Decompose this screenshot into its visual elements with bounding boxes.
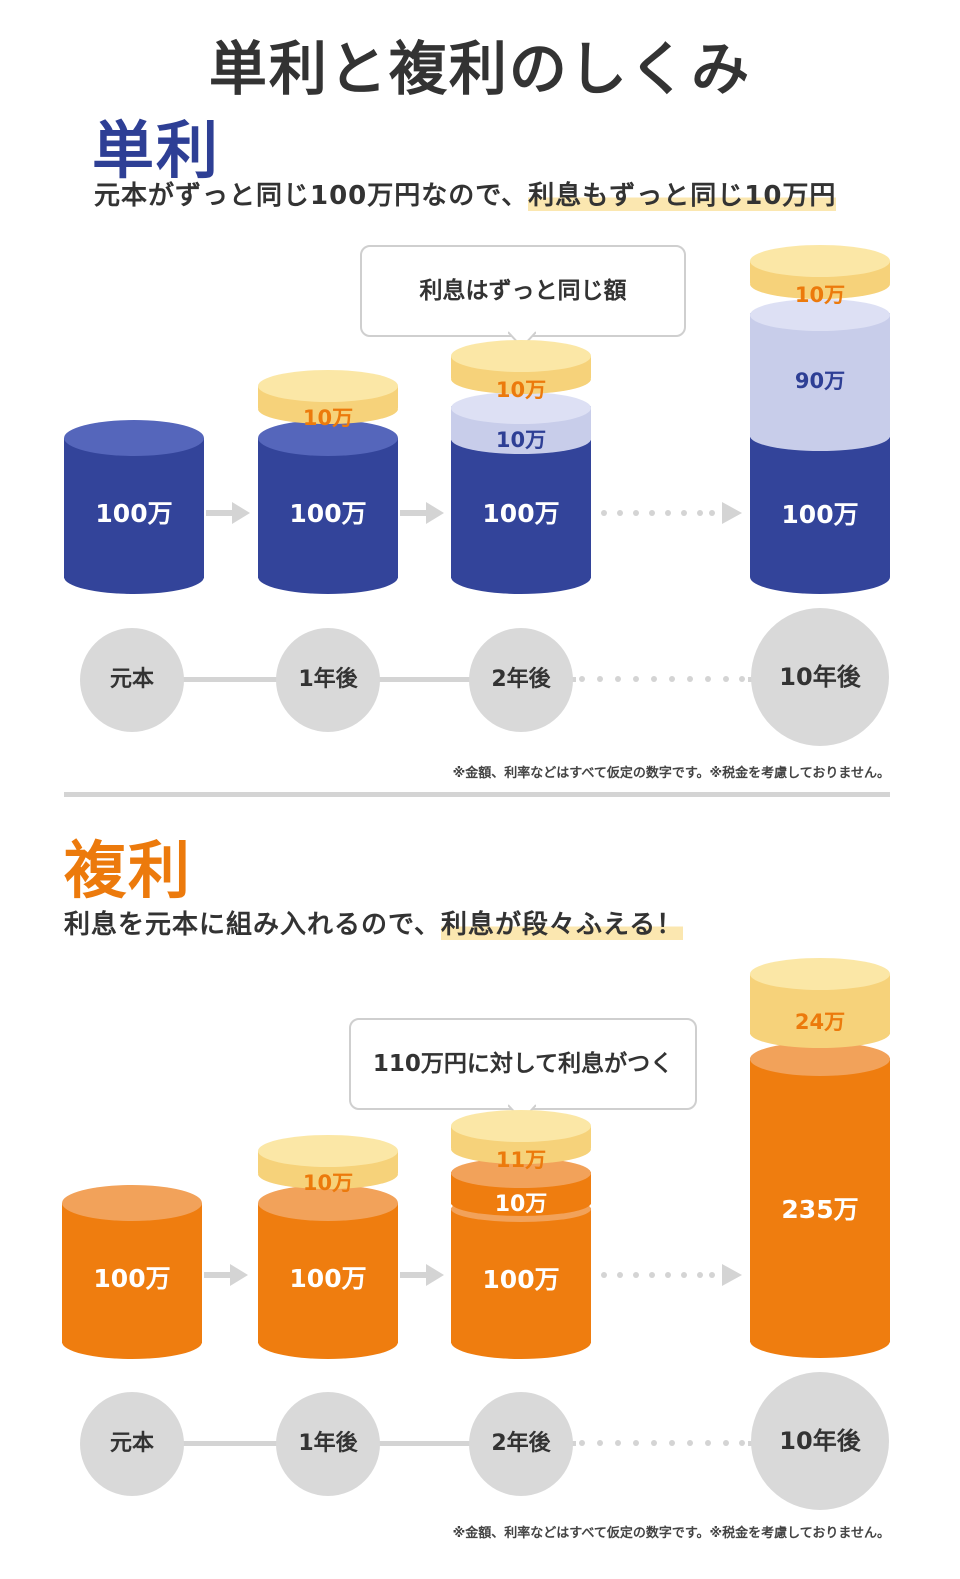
arrow-right-icon: [204, 1264, 248, 1286]
arrow-right-icon: [206, 502, 250, 524]
compound-disclaimer: ※金額、利率などはすべて仮定の数字です。※税金を考慮しておりません。: [452, 1526, 890, 1541]
compound-principal-label: 100万: [93, 1264, 171, 1293]
simple-sub-highlight: 利息もずっと同じ10万円: [528, 181, 837, 211]
compound-year2-interest-label: 11万: [495, 1148, 547, 1172]
compound-year2-principal-label: 100万: [482, 1265, 560, 1294]
compound-year10-total-label: 235万: [781, 1195, 859, 1224]
simple-sub-plain: 元本がずっと同じ100万円なので、: [94, 181, 529, 211]
compound-timeline-dots: [576, 1436, 748, 1450]
dotted-arrow-icon: [601, 502, 742, 524]
simple-year10-stack: 10万 90万 100万: [750, 245, 890, 595]
simple-speech-bubble: 利息はずっと同じ額: [360, 245, 686, 337]
compound-year2-accumulated-label: 10万: [494, 1192, 548, 1217]
simple-year2-stack: 10万 10万 100万: [451, 340, 591, 595]
simple-principal-label: 100万: [95, 499, 173, 528]
simple-interest-heading: 単利: [92, 114, 221, 187]
simple-timeline-line: [130, 677, 770, 682]
compound-sub-highlight: 利息が段々ふえる！: [440, 910, 684, 940]
compound-interest-description: 利息を元本に組み入れるので、利息が段々ふえる！: [64, 904, 684, 941]
arrow-right-icon: [400, 1264, 444, 1286]
arrow-right-icon: [400, 502, 444, 524]
compound-year10-stack: 24万 235万: [750, 958, 890, 1360]
simple-timeline-dots: [576, 672, 748, 686]
simple-year2-accumulated-label: 10万: [495, 428, 547, 452]
simple-year10-interest-label: 10万: [794, 283, 846, 307]
simple-principal-cylinder: 100万: [64, 420, 204, 595]
compound-step-year10: 10年後: [751, 1372, 889, 1510]
simple-step-principal: 元本: [80, 628, 184, 732]
page-title: 単利と複利のしくみ: [208, 35, 752, 103]
compound-year1-principal-label: 100万: [289, 1264, 367, 1293]
simple-step-year10: 10年後: [751, 608, 889, 746]
compound-step-principal: 元本: [80, 1392, 184, 1496]
compound-interest-heading: 複利: [64, 834, 193, 907]
compound-year1-interest-label: 10万: [302, 1171, 354, 1195]
simple-year1-stack: 10万 100万: [258, 370, 398, 595]
compound-step-year2: 2年後: [469, 1392, 573, 1496]
simple-step-year1: 1年後: [276, 628, 380, 732]
compound-bubble-text: 110万円に対して利息がつく: [372, 1051, 674, 1077]
simple-step-year2: 2年後: [469, 628, 573, 732]
simple-year10-principal-label: 100万: [781, 500, 859, 529]
simple-year2-principal-label: 100万: [482, 499, 560, 528]
simple-disclaimer: ※金額、利率などはすべて仮定の数字です。※税金を考慮しておりません。: [452, 766, 890, 781]
compound-speech-bubble: 110万円に対して利息がつく: [349, 1018, 697, 1110]
compound-year10-interest-label: 24万: [794, 1010, 846, 1034]
compound-year2-stack: 11万 10万 100万: [451, 1110, 591, 1360]
compound-sub-plain: 利息を元本に組み入れるので、: [64, 910, 441, 940]
simple-year1-interest-label: 10万: [302, 406, 354, 430]
compound-principal-cylinder: 100万: [62, 1185, 202, 1360]
simple-year1-principal-label: 100万: [289, 499, 367, 528]
simple-bubble-text: 利息はずっと同じ額: [419, 278, 627, 304]
simple-year10-accumulated-label: 90万: [794, 369, 846, 393]
compound-year1-stack: 10万 100万: [258, 1135, 398, 1360]
compound-timeline-line: [130, 1441, 770, 1446]
simple-year2-interest-label: 10万: [495, 378, 547, 402]
compound-step-year1: 1年後: [276, 1392, 380, 1496]
section-divider: [64, 792, 890, 797]
dotted-arrow-icon: [601, 1264, 742, 1286]
simple-interest-description: 元本がずっと同じ100万円なので、利息もずっと同じ10万円: [94, 175, 837, 212]
